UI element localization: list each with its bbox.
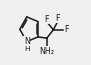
Text: F: F xyxy=(64,25,68,34)
Text: H: H xyxy=(24,46,30,52)
Text: NH₂: NH₂ xyxy=(39,47,54,56)
Text: N: N xyxy=(24,37,30,46)
Text: F: F xyxy=(56,14,60,23)
Text: F: F xyxy=(45,15,49,24)
